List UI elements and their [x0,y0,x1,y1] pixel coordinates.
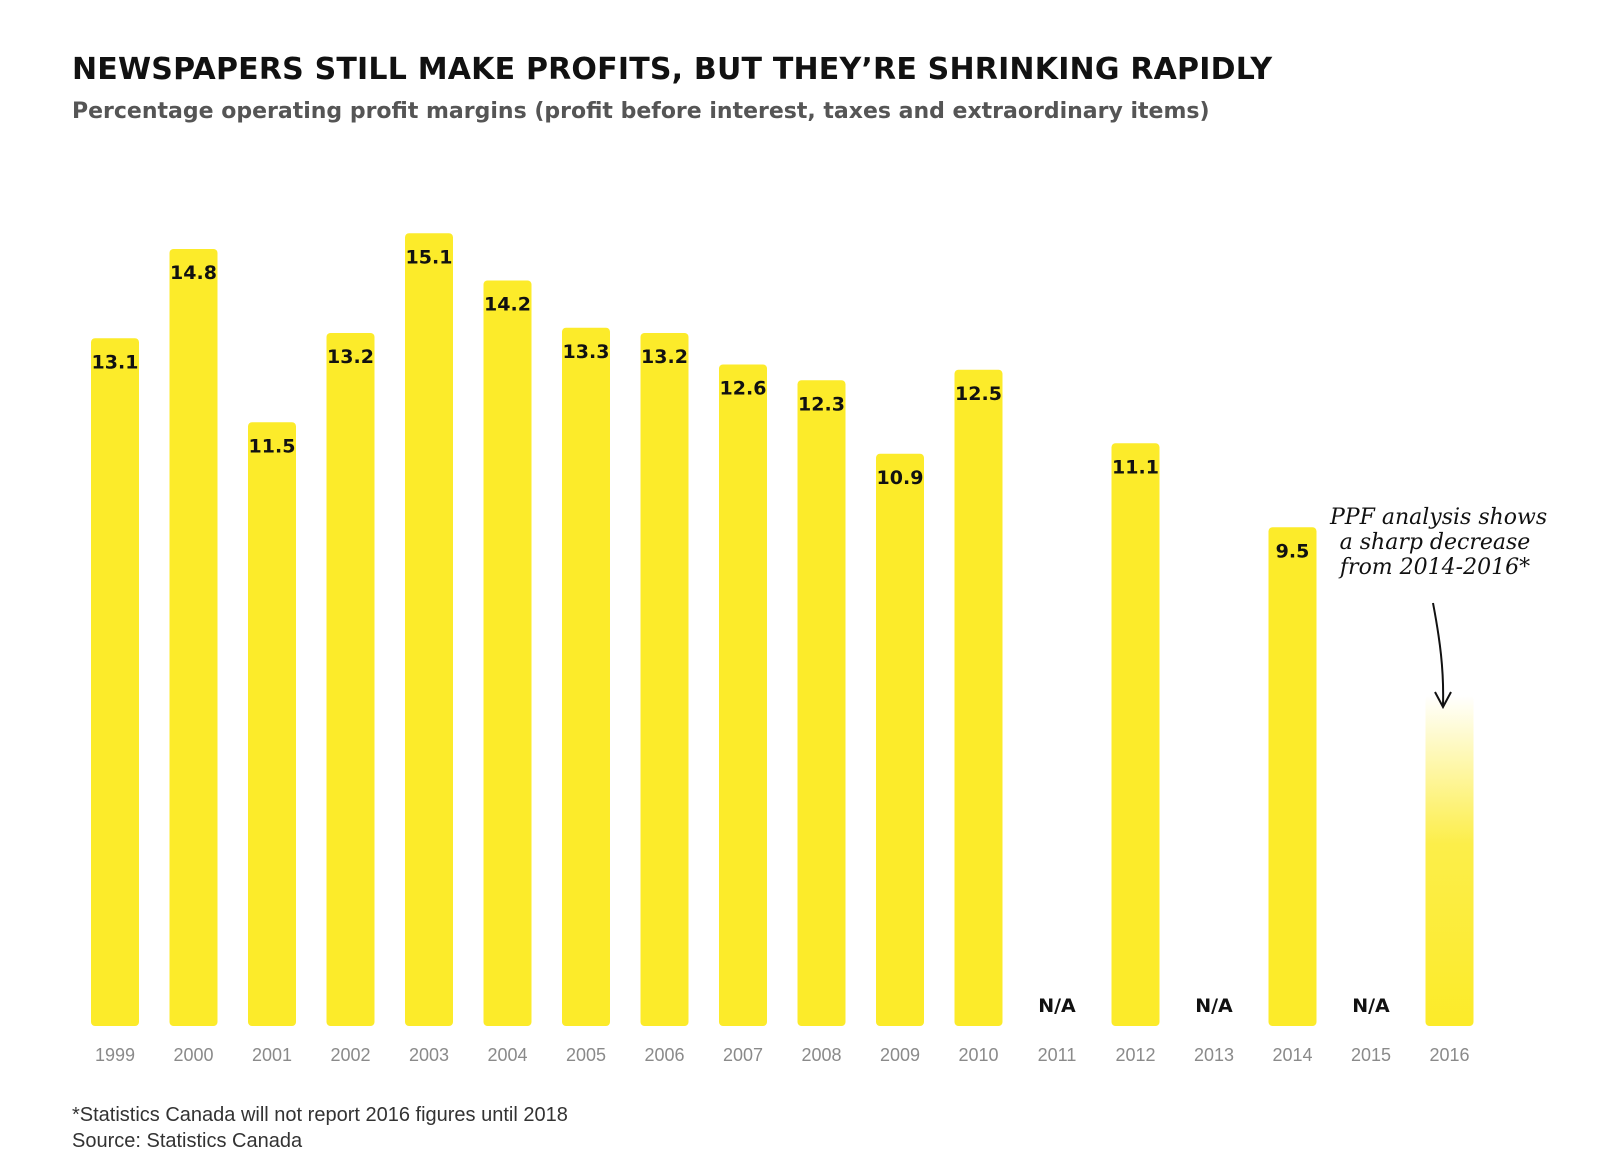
source-note: Source: Statistics Canada [72,1130,303,1152]
x-tick-2016: 2016 [1429,1045,1469,1065]
x-tick-2004: 2004 [487,1045,527,1065]
x-tick-2010: 2010 [958,1045,998,1065]
x-tick-1999: 1999 [95,1045,135,1065]
bar-2014 [1268,527,1317,1026]
chart-title: NEWSPAPERS STILL MAKE PROFITS, BUT THEY’… [72,52,1273,87]
value-label-2011: N/A [1038,995,1076,1017]
value-label-1999: 13.1 [92,351,139,373]
x-tick-2015: 2015 [1351,1045,1391,1065]
bar-2016-estimate [1425,695,1474,1026]
x-tick-2009: 2009 [880,1045,920,1065]
bar-2009 [876,453,924,1026]
annotation-arrow [1432,602,1452,710]
value-label-2006: 13.2 [641,346,688,368]
x-tick-2014: 2014 [1272,1045,1312,1065]
value-label-2013: N/A [1195,995,1233,1017]
value-label-2007: 12.6 [720,378,767,400]
value-label-2005: 13.3 [563,341,610,363]
x-tick-2007: 2007 [723,1045,763,1065]
x-tick-2005: 2005 [566,1045,606,1065]
value-label-2010: 12.5 [955,383,1002,405]
x-tick-2006: 2006 [644,1045,684,1065]
bar-2000 [169,249,218,1026]
bar-2003 [405,233,453,1026]
annotation-line-1: PPF analysis shows [1330,505,1548,530]
value-label-2012: 11.1 [1112,456,1159,478]
chart-subtitle: Percentage operating profit margins (pro… [72,99,1210,124]
footnote: *Statistics Canada will not report 2016 … [72,1104,568,1126]
x-tick-2011: 2011 [1038,1045,1077,1065]
bar-2012 [1111,443,1160,1026]
value-label-2015: N/A [1352,995,1390,1017]
bar-2007 [719,364,767,1026]
value-label-2014: 9.5 [1276,540,1310,562]
value-label-2000: 14.8 [170,262,217,284]
x-tick-2000: 2000 [173,1045,213,1065]
value-label-2001: 11.5 [249,435,296,457]
annotation-text: PPF analysis shows a sharp decrease from… [1330,505,1548,580]
bar-2001 [248,422,296,1026]
x-tick-2003: 2003 [409,1045,449,1065]
bar-2010 [954,369,1003,1026]
bar-1999 [91,338,139,1026]
annotation-line-3: from 2014-2016* [1339,555,1531,580]
value-label-2002: 13.2 [327,346,374,368]
bar-2004 [483,280,532,1026]
bar-2006 [640,333,689,1026]
x-tick-2013: 2013 [1194,1045,1234,1065]
value-label-2003: 15.1 [406,246,453,268]
bar-2002 [326,333,375,1026]
annotation-line-2: a sharp decrease [1339,530,1531,555]
x-tick-2001: 2001 [252,1045,292,1065]
x-tick-2012: 2012 [1115,1045,1155,1065]
bar-2005 [562,327,610,1026]
value-label-2009: 10.9 [877,467,924,489]
bar-2008 [797,380,846,1026]
value-label-2004: 14.2 [484,294,531,316]
x-tick-2008: 2008 [801,1045,841,1065]
value-label-2008: 12.3 [798,393,845,415]
x-tick-2002: 2002 [330,1045,370,1065]
